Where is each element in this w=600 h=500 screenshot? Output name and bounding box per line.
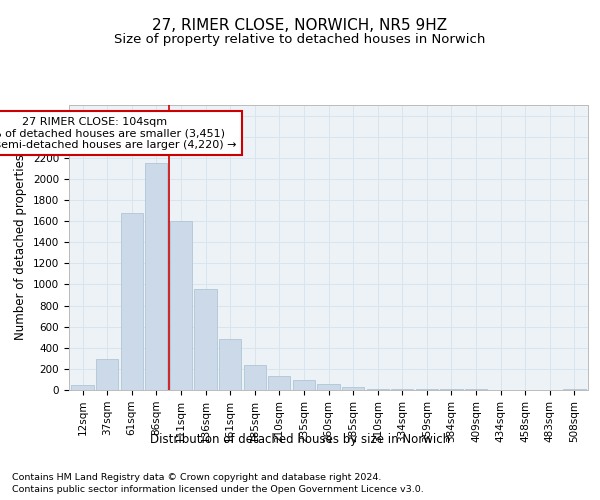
Bar bbox=[71, 384, 94, 390]
Bar bbox=[317, 384, 340, 390]
Bar bbox=[367, 389, 389, 390]
Bar bbox=[219, 340, 241, 390]
Text: Size of property relative to detached houses in Norwich: Size of property relative to detached ho… bbox=[115, 32, 485, 46]
Text: Contains HM Land Registry data © Crown copyright and database right 2024.: Contains HM Land Registry data © Crown c… bbox=[12, 472, 382, 482]
Bar bbox=[145, 163, 167, 390]
Bar bbox=[121, 212, 143, 390]
Bar bbox=[244, 364, 266, 390]
Text: Contains public sector information licensed under the Open Government Licence v3: Contains public sector information licen… bbox=[12, 485, 424, 494]
Bar bbox=[293, 380, 315, 390]
Y-axis label: Number of detached properties: Number of detached properties bbox=[14, 154, 28, 340]
Bar bbox=[342, 388, 364, 390]
Text: Distribution of detached houses by size in Norwich: Distribution of detached houses by size … bbox=[150, 432, 450, 446]
Bar bbox=[194, 288, 217, 390]
Bar bbox=[268, 376, 290, 390]
Text: 27 RIMER CLOSE: 104sqm
← 45% of detached houses are smaller (3,451)
55% of semi-: 27 RIMER CLOSE: 104sqm ← 45% of detached… bbox=[0, 116, 236, 150]
Text: 27, RIMER CLOSE, NORWICH, NR5 9HZ: 27, RIMER CLOSE, NORWICH, NR5 9HZ bbox=[152, 18, 448, 32]
Bar bbox=[170, 221, 192, 390]
Bar bbox=[96, 360, 118, 390]
Bar bbox=[391, 388, 413, 390]
